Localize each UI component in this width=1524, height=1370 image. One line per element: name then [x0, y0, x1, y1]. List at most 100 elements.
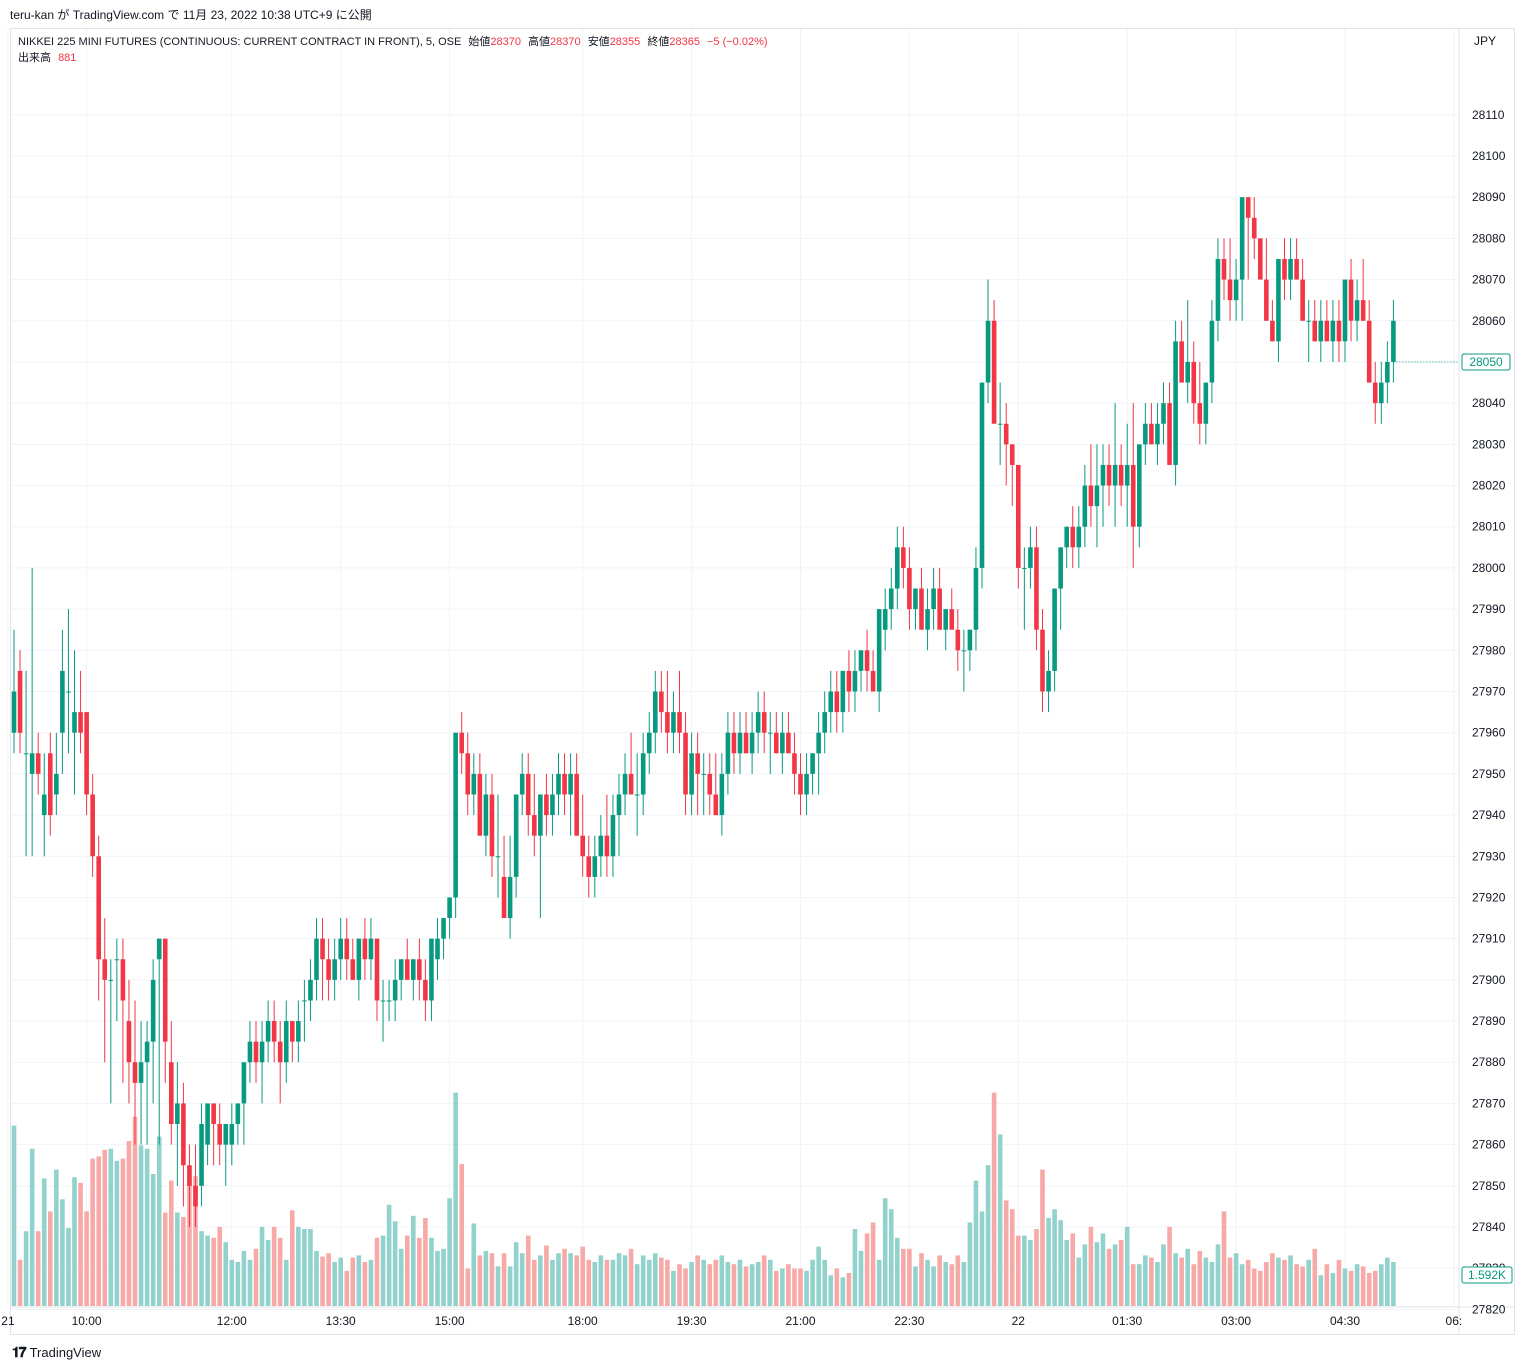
legend-close-value: 28365: [669, 36, 700, 48]
candle-body: [755, 712, 761, 733]
volume-bar: [1245, 1259, 1251, 1306]
volume-bar: [1124, 1226, 1130, 1306]
volume-bar: [1264, 1262, 1269, 1306]
candle-body: [780, 732, 785, 754]
candle-body: [332, 959, 337, 980]
volume-bar: [308, 1229, 313, 1306]
candle-body: [501, 876, 507, 919]
volume-bar: [919, 1253, 924, 1306]
volume-bar: [985, 1165, 991, 1306]
volume-bar: [1106, 1248, 1112, 1306]
legend-low-label: 安値: [587, 36, 610, 48]
candle-body: [1391, 320, 1396, 362]
candle-body: [749, 732, 755, 754]
chart-frame: [10, 28, 1515, 1335]
volume-bar: [1076, 1257, 1082, 1306]
candle-body: [489, 794, 495, 857]
candle-body: [241, 1062, 247, 1104]
volume-bar: [834, 1268, 840, 1306]
volume-bar: [495, 1266, 501, 1306]
candle-body: [610, 815, 616, 857]
candle-body: [1385, 361, 1390, 383]
candle-body: [102, 959, 108, 980]
volume-bar: [271, 1226, 277, 1306]
volume-bar: [816, 1246, 821, 1306]
candle-body: [1360, 300, 1366, 321]
volume-bar: [302, 1229, 307, 1306]
volume-bar: [392, 1221, 398, 1306]
volume-bar: [888, 1209, 894, 1306]
volume-bar: [798, 1268, 803, 1306]
x-tick-label: 03:00: [1221, 1314, 1251, 1328]
volume-bar: [102, 1149, 108, 1306]
candle-body: [1379, 382, 1384, 404]
candle-body: [1100, 464, 1106, 486]
candle-body: [1070, 526, 1076, 548]
candle-body: [296, 1021, 301, 1042]
volume-bar: [828, 1275, 834, 1306]
volume-bar: [937, 1255, 942, 1306]
candle-body: [1366, 320, 1372, 383]
tradingview-brand[interactable]: 𝟏𝟕 TradingView: [12, 1344, 101, 1361]
last-volume-label: 1.592K: [1468, 1268, 1506, 1282]
volume-bar: [1385, 1257, 1390, 1306]
x-tick-label: 04:30: [1330, 1314, 1360, 1328]
candle-body: [949, 609, 955, 630]
candle-body: [211, 1103, 216, 1125]
volume-bar: [235, 1262, 241, 1306]
volume-bar: [707, 1264, 713, 1306]
candle-body: [23, 753, 29, 755]
candle-body: [1324, 320, 1330, 342]
candle-body: [653, 691, 658, 733]
candle-body: [985, 320, 991, 383]
candle-body: [580, 835, 585, 857]
volume-bar: [598, 1255, 604, 1306]
y-tick-label: 28000: [1472, 561, 1506, 575]
candle-body: [804, 773, 809, 795]
candle-body: [90, 794, 95, 857]
y-tick-label: 27960: [1472, 726, 1506, 740]
candle-body: [743, 732, 749, 754]
volume-bar: [743, 1266, 749, 1306]
candle-body: [895, 547, 900, 589]
volume-bar: [1209, 1262, 1215, 1306]
legend-low-value: 28355: [609, 36, 641, 48]
candle-body: [344, 938, 350, 960]
candle-body: [622, 773, 628, 795]
candle-body: [362, 938, 368, 960]
volume-bar: [1022, 1235, 1027, 1306]
volume-bar: [217, 1226, 222, 1306]
candle-body: [120, 959, 126, 1001]
legend-open-label: 始値: [468, 36, 491, 48]
candle-body: [1173, 341, 1178, 465]
candle-body: [870, 670, 876, 692]
legend-volume-value: 881: [58, 52, 77, 64]
candle-body: [1130, 464, 1136, 527]
volume-bar: [737, 1259, 743, 1306]
candle-body: [519, 773, 525, 795]
volume-bar: [955, 1255, 961, 1306]
volume-bar: [411, 1215, 416, 1306]
x-tick-label: 19:30: [677, 1314, 707, 1328]
volume-bar: [374, 1237, 380, 1306]
y-tick-label: 28020: [1472, 479, 1506, 493]
y-tick-label: 27890: [1472, 1014, 1506, 1028]
volume-bar: [1276, 1257, 1281, 1306]
candle-body: [1282, 258, 1287, 280]
candle-body: [380, 1000, 386, 1002]
volume-bar: [1215, 1244, 1221, 1306]
candle-body: [1233, 279, 1239, 301]
volume-bar: [60, 1199, 65, 1306]
candle-body: [967, 629, 973, 651]
volume-bar: [1336, 1259, 1342, 1306]
volume-bar: [423, 1218, 428, 1306]
candle-body: [441, 918, 446, 939]
candle-body: [205, 1103, 210, 1145]
volume-bar: [870, 1222, 876, 1306]
candle-body: [265, 1021, 271, 1042]
volume-bar: [1149, 1257, 1154, 1306]
candle-body: [199, 1124, 204, 1186]
y-tick-label: 27940: [1472, 808, 1506, 822]
volume-bar: [326, 1253, 331, 1306]
